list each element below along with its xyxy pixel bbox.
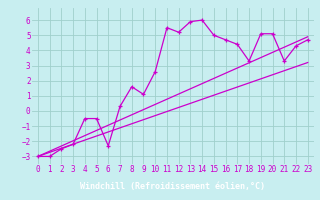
Text: Windchill (Refroidissement éolien,°C): Windchill (Refroidissement éolien,°C) (80, 182, 265, 190)
